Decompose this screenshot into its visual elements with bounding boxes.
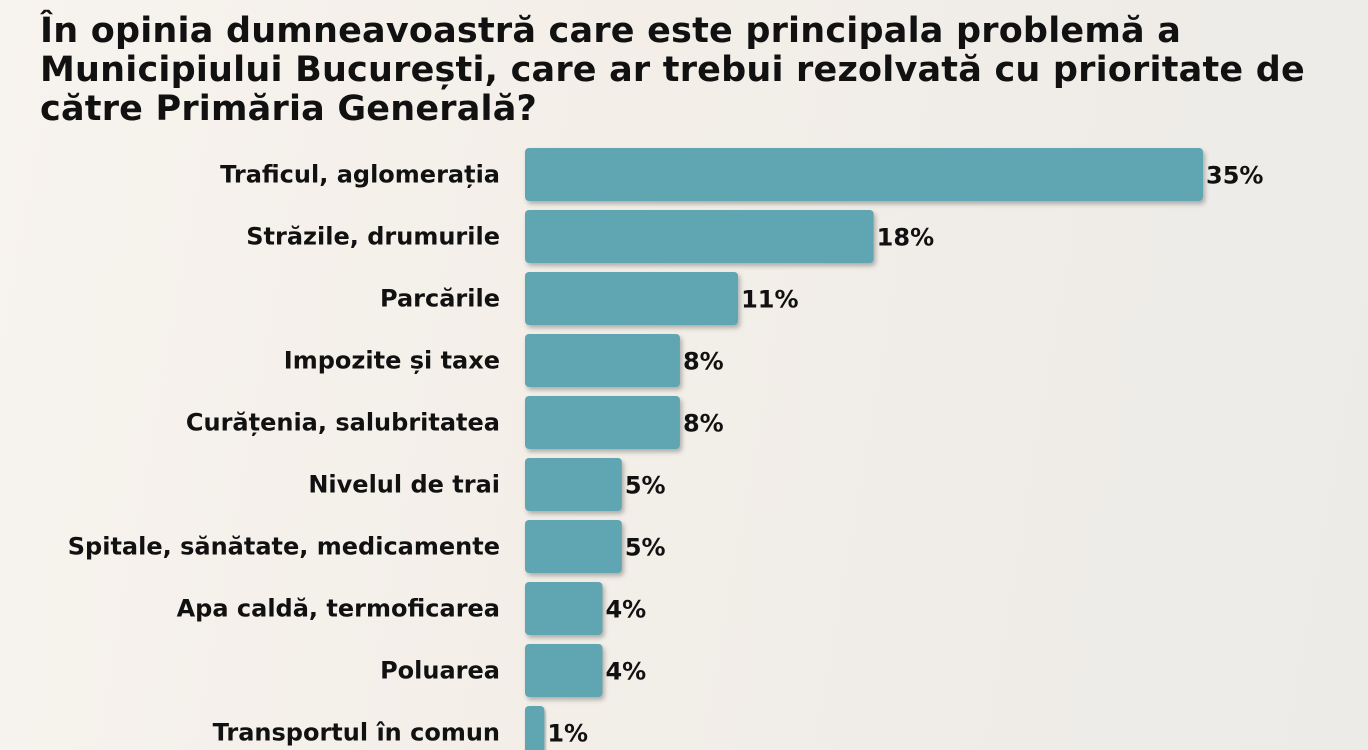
bar: [525, 706, 545, 750]
value-label: 8%: [683, 348, 724, 376]
bar: [525, 148, 1203, 201]
bar: [525, 582, 603, 635]
bar: [525, 520, 622, 573]
category-label: Nivelul de trai: [308, 471, 500, 499]
bar: [525, 210, 874, 263]
bar: [525, 644, 603, 697]
category-label: Spitale, sănătate, medicamente: [68, 533, 500, 561]
category-label: Curățenia, salubritatea: [186, 409, 500, 437]
value-label: 4%: [605, 596, 646, 624]
category-label: Poluarea: [380, 657, 500, 685]
category-label: Traficul, aglomerația: [220, 161, 500, 189]
value-label: 8%: [683, 410, 724, 438]
category-label: Transportul în comun: [213, 719, 500, 747]
value-label: 18%: [877, 224, 934, 252]
category-label: Străzile, drumurile: [246, 223, 500, 251]
value-label: 35%: [1206, 162, 1263, 190]
value-label: 5%: [625, 472, 666, 500]
bar: [525, 272, 739, 325]
category-label: Impozite și taxe: [284, 347, 500, 375]
bar-series: Traficul, aglomerația 35% Străzile, drumur…: [68, 148, 1263, 750]
bar: [525, 458, 622, 511]
value-label: 11%: [741, 286, 798, 314]
bar: [525, 334, 680, 387]
bar: [525, 396, 680, 449]
value-label: 4%: [605, 658, 646, 686]
value-label: 1%: [547, 720, 588, 748]
value-label: 5%: [625, 534, 666, 562]
category-label: Apa caldă, termoficarea: [177, 595, 500, 623]
chart-title: În opinia dumneavoastră care este princi…: [40, 11, 1305, 129]
category-label: Parcările: [380, 285, 500, 313]
